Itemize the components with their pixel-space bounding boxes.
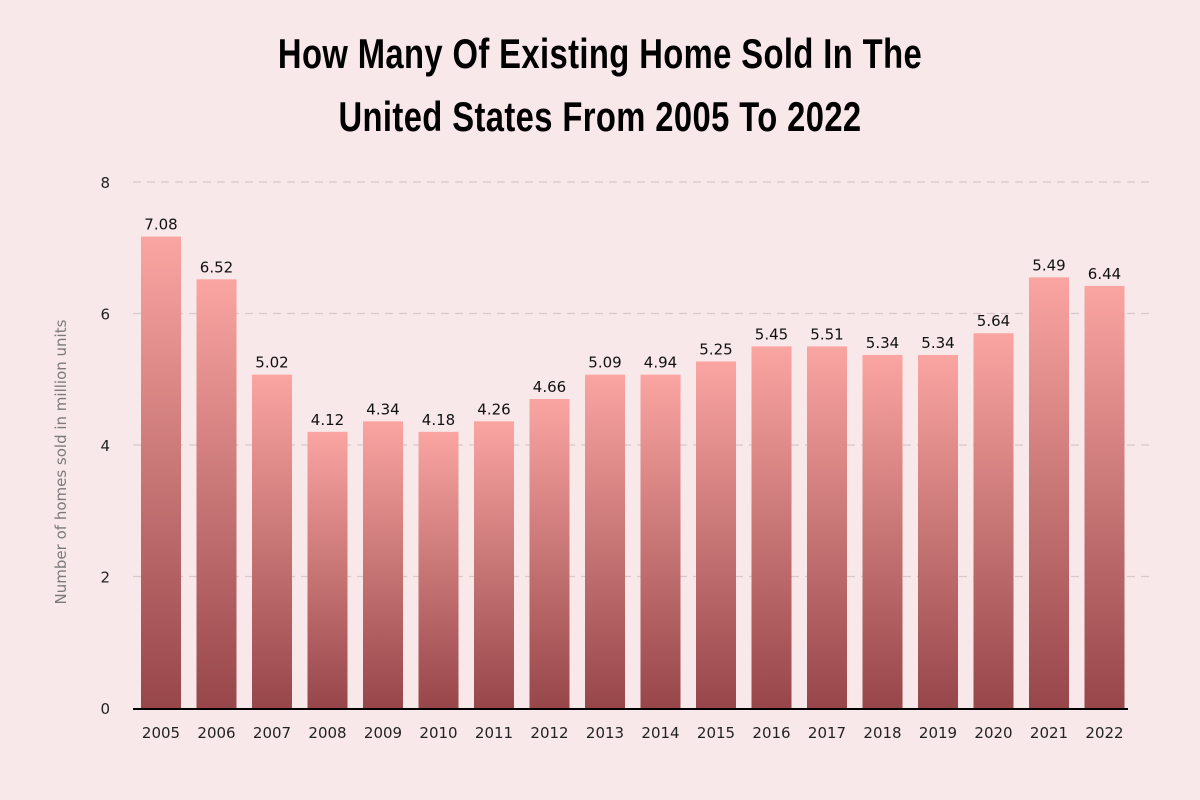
data-label-2013: 5.09 (588, 354, 621, 372)
y-tick-label: 4 (100, 437, 110, 455)
data-label-2012: 4.66 (533, 378, 566, 396)
y-axis-label: Number of homes sold in million units (52, 319, 70, 604)
x-tick-label: 2015 (697, 724, 735, 742)
x-tick-label: 2013 (586, 724, 624, 742)
data-label-2006: 6.52 (200, 258, 233, 276)
bar-2016 (751, 346, 792, 708)
bar-2007 (252, 374, 292, 708)
bar-2018 (862, 354, 903, 708)
bar-2009 (363, 421, 403, 708)
x-tick-label: 2016 (752, 724, 790, 742)
bar-2019 (918, 354, 958, 708)
bar-2015 (696, 361, 736, 708)
x-tick-label: 2014 (641, 724, 679, 742)
chart-title-line-1: How Many Of Existing Home Sold In The (277, 30, 923, 77)
x-tick-label: 2008 (308, 724, 346, 742)
bar-2021 (1029, 277, 1069, 708)
data-label-2007: 5.02 (255, 354, 288, 372)
x-tick-label: 2010 (419, 724, 457, 742)
data-label-2010: 4.18 (422, 411, 455, 429)
data-label-2015: 5.25 (699, 340, 732, 358)
data-label-2022: 6.44 (1088, 265, 1121, 283)
data-label-2011: 4.26 (477, 400, 510, 418)
data-label-2018: 5.34 (866, 334, 899, 352)
x-tick-label: 2021 (1030, 724, 1068, 742)
data-label-2020: 5.64 (977, 312, 1010, 330)
x-tick-label: 2017 (808, 724, 846, 742)
x-tick-label: 2009 (364, 724, 402, 742)
y-tick-label: 2 (100, 569, 110, 587)
x-tick-label: 2011 (475, 724, 513, 742)
bar-2014 (640, 374, 681, 708)
bar-2017 (807, 346, 847, 708)
x-tick-label: 2018 (863, 724, 901, 742)
data-label-2014: 4.94 (644, 354, 677, 372)
data-label-2021: 5.49 (1032, 256, 1065, 274)
data-label-2005: 7.08 (144, 216, 177, 234)
y-tick-label: 6 (100, 306, 110, 324)
data-label-2019: 5.34 (921, 334, 954, 352)
chart-title-line-2: United States From 2005 To 2022 (338, 93, 862, 140)
bar-2006 (196, 279, 237, 708)
bar-2005 (141, 236, 181, 708)
data-label-2017: 5.51 (810, 325, 843, 343)
x-tick-label: 2020 (974, 724, 1012, 742)
x-tick-label: 2005 (142, 724, 180, 742)
x-tick-label: 2019 (919, 724, 957, 742)
x-tick-label: 2006 (197, 724, 235, 742)
bar-2020 (973, 333, 1014, 708)
y-tick-label: 0 (100, 700, 110, 718)
bar-2013 (585, 374, 625, 708)
x-tick-label: 2007 (253, 724, 291, 742)
bar-2010 (418, 431, 459, 708)
data-label-2008: 4.12 (311, 411, 344, 429)
x-tick-label: 2012 (530, 724, 568, 742)
data-label-2016: 5.45 (755, 325, 788, 343)
bar-2012 (529, 398, 570, 708)
x-tick-label: 2022 (1085, 724, 1123, 742)
bar-2008 (307, 431, 348, 708)
y-tick-label: 8 (100, 174, 110, 192)
data-label-2009: 4.34 (366, 400, 399, 418)
bar-2022 (1084, 285, 1125, 708)
bar-2011 (474, 421, 514, 708)
